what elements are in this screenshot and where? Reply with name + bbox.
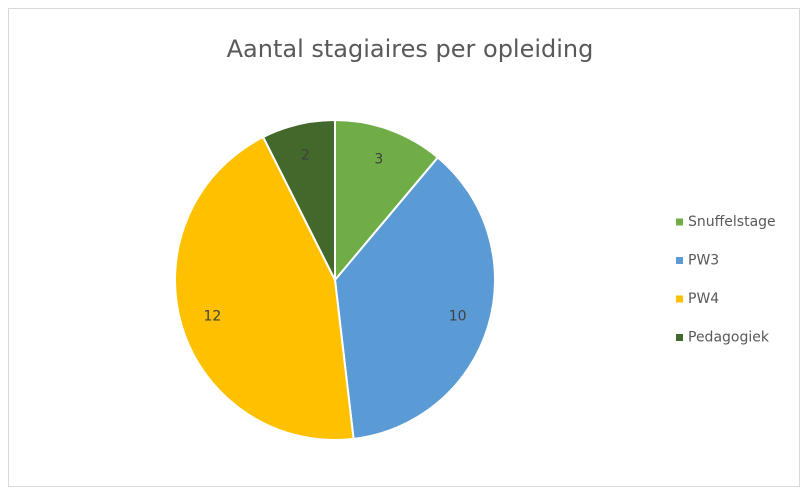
legend-swatch: [676, 218, 683, 226]
legend-swatch: [676, 257, 683, 264]
pie-slice: [334, 118, 440, 283]
legend-swatch: [676, 295, 683, 303]
legend-swatch: [676, 334, 683, 341]
legend-label: Snuffelstage: [688, 214, 776, 230]
data-label: 10: [449, 309, 467, 325]
data-label: 2: [301, 147, 310, 163]
data-label: 12: [203, 309, 221, 325]
pie-slice: [261, 118, 336, 281]
pie-slice: [174, 135, 355, 441]
data-label: 3: [374, 152, 383, 168]
legend-label: PW3: [688, 253, 719, 269]
legend-label: PW4: [688, 291, 719, 307]
pie-slice: [333, 156, 496, 441]
legend-label: Pedagogiek: [688, 330, 770, 346]
chart-title: Aantal stagiaires per opleiding: [227, 35, 594, 63]
